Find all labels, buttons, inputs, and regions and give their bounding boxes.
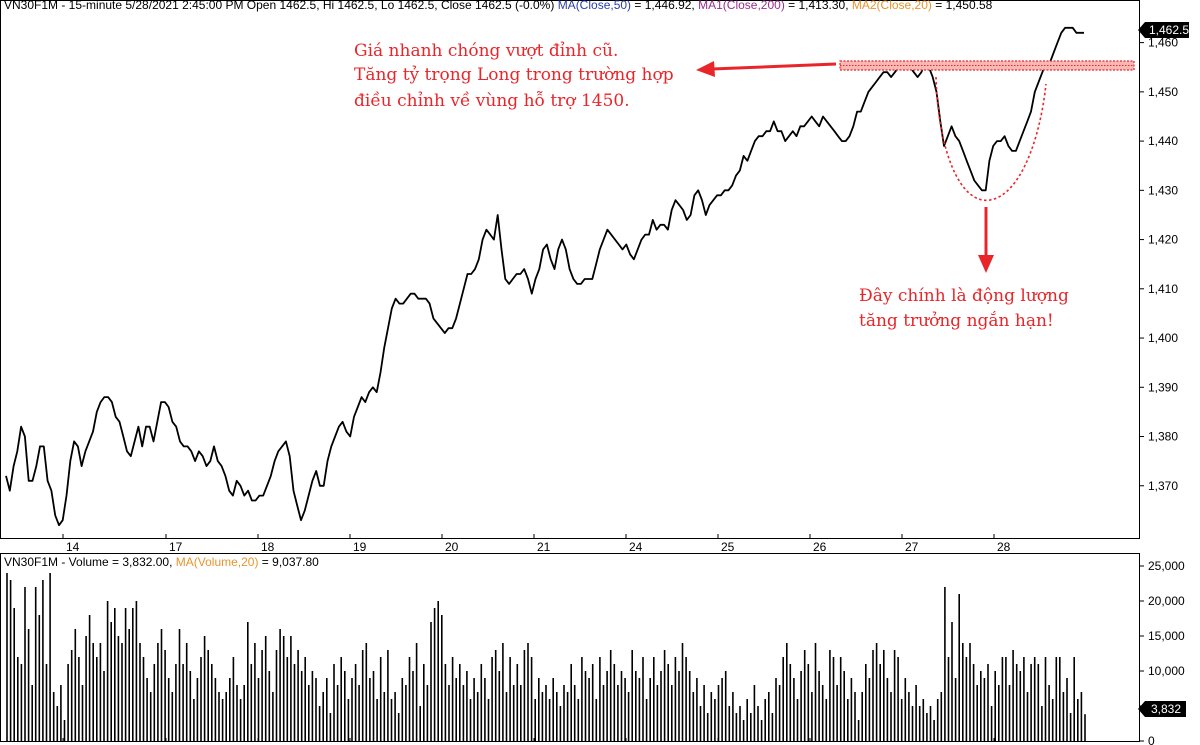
price-x-tick-label: 17 xyxy=(169,540,183,554)
price-y-tick-label: 1,440 xyxy=(1148,134,1178,148)
last-volume-label: 3,832 xyxy=(1151,702,1181,716)
price-y-tick-label: 1,380 xyxy=(1148,430,1178,444)
volume-y-tick-label: 10,000 xyxy=(1148,664,1185,678)
volume-y-tick-label: 0 xyxy=(1148,734,1155,745)
price-x-tick-label: 18 xyxy=(261,540,275,554)
price-x-tick-label: 25 xyxy=(721,540,735,554)
header-part: VN30F1M - Volume = 3,832.00, xyxy=(4,555,176,569)
header-part: = 1,413.30, xyxy=(785,0,852,12)
price-y-tick-label: 1,400 xyxy=(1148,331,1178,345)
volume-y-tick-label: 15,000 xyxy=(1148,629,1185,643)
price-y-tick-label: 1,420 xyxy=(1148,233,1178,247)
header-part: VN30F1M - 15-minute 5/28/2021 2:45:00 PM… xyxy=(4,0,558,12)
price-header: VN30F1M - 15-minute 5/28/2021 2:45:00 PM… xyxy=(4,0,993,12)
price-y-tick-label: 1,460 xyxy=(1148,36,1178,50)
header-part: MA(Volume,20) xyxy=(176,555,259,569)
price-y-axis: 1,370 1,380 1,390 1,400 1,410 1,420 1,430 1,440… xyxy=(1139,36,1178,493)
arrow-left-head xyxy=(696,61,715,77)
annotation-top-line-1: Giá nhanh chóng vượt đỉnh cũ. xyxy=(354,41,618,61)
price-x-tick-label: 19 xyxy=(353,540,367,554)
arrow-down-head xyxy=(978,255,994,273)
price-y-tick-label: 1,390 xyxy=(1148,380,1178,394)
volume-panel xyxy=(0,553,1140,742)
price-y-tick-label: 1,410 xyxy=(1148,282,1178,296)
header-part: = 9,037.80 xyxy=(258,555,319,569)
price-x-tick-label: 21 xyxy=(537,540,551,554)
header-part: = 1,446.92, xyxy=(631,0,698,12)
price-y-tick-label: 1,450 xyxy=(1148,85,1178,99)
last-volume-badge: 3,832 xyxy=(1138,701,1186,717)
annotation-bottom-line-2: tăng trưởng ngắn hạn! xyxy=(859,311,1054,331)
price-x-tick-label: 20 xyxy=(445,540,459,554)
price-x-tick-label: 28 xyxy=(997,540,1011,554)
last-price-label: 1,462.5 xyxy=(1149,23,1189,37)
price-x-tick-label: 26 xyxy=(813,540,827,554)
price-y-tick-label: 1,430 xyxy=(1148,183,1178,197)
price-y-tick-label: 1,370 xyxy=(1148,479,1178,493)
annotation-top-line-3: điều chỉnh về vùng hỗ trợ 1450. xyxy=(354,91,630,111)
header-part: = 1,450.58 xyxy=(932,0,993,12)
price-panel xyxy=(0,0,1140,539)
volume-header: VN30F1M - Volume = 3,832.00, MA(Volume,2… xyxy=(4,555,319,569)
price-x-axis: 14 17 18 19 20 21 24 25 26 27 28 xyxy=(62,534,1011,554)
annotation-bottom-line-1: Đây chính là động lượng xyxy=(859,286,1069,306)
last-price-badge: 1,462.5 xyxy=(1138,22,1189,38)
cup-outline xyxy=(935,76,1047,201)
header-part: MA2(Close,20) xyxy=(852,0,932,12)
annotation-top-line-2: Tăng tỷ trọng Long trong trường hợp xyxy=(354,65,674,85)
price-x-tick-label: 27 xyxy=(905,540,919,554)
price-x-tick-label: 14 xyxy=(66,540,80,554)
volume-bars xyxy=(6,573,1086,741)
header-part: MA1(Close,200) xyxy=(698,0,785,12)
volume-y-tick-label: 20,000 xyxy=(1148,594,1185,608)
header-part: MA(Close,50) xyxy=(558,0,631,12)
volume-y-tick-label: 25,000 xyxy=(1148,559,1185,573)
arrow-left-line xyxy=(711,62,837,71)
price-x-tick-label: 24 xyxy=(629,540,643,554)
